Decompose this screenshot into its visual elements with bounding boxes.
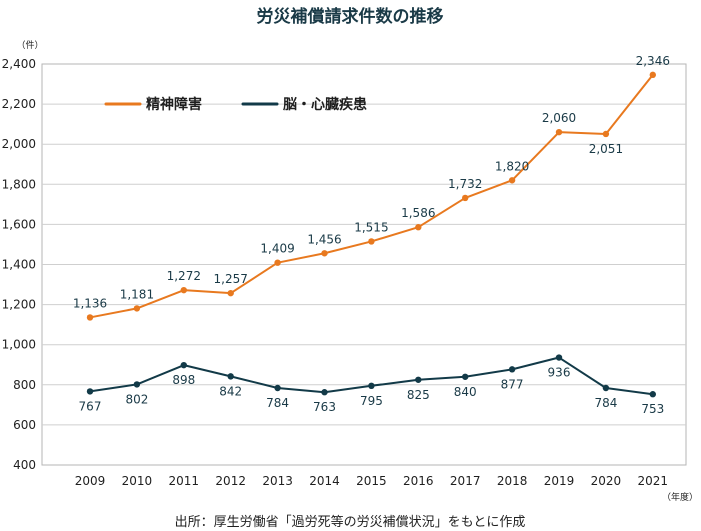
data-label: 1,586 [401,206,435,220]
data-point [274,259,281,266]
y-tick-label: 1,000 [2,338,36,352]
y-tick-label: 1,600 [2,217,36,231]
x-tick-label: 2016 [403,474,434,488]
data-point [602,384,610,392]
data-label: 877 [501,377,524,391]
data-point [555,354,563,361]
x-tick-label: 2010 [122,474,153,488]
data-label: 2,060 [542,111,576,125]
x-tick-label: 2011 [169,474,200,488]
y-tick-label: 600 [13,418,36,432]
data-point [462,373,469,380]
y-tick-label: 1,400 [2,258,36,272]
data-label: 825 [407,388,430,402]
data-point [133,381,141,388]
data-label: 1,136 [73,296,107,310]
data-label: 1,272 [167,269,201,283]
data-label: 1,409 [260,242,294,256]
data-point [649,71,656,79]
data-point [462,194,469,202]
y-tick-label: 2,000 [2,137,36,151]
data-label: 767 [79,399,102,413]
chart-title: 労災補償請求件数の推移 [257,6,444,27]
data-label: 753 [641,402,664,416]
y-tick-label: 2,200 [2,97,36,111]
x-tick-label: 2018 [497,474,528,488]
data-labels: 1,136 1,181 1,272 1,257 1,409 1,456 1,515 1,586… [73,54,670,416]
data-point [415,224,422,231]
data-label: 1,732 [448,177,482,191]
data-point [321,389,328,396]
x-tick-label: 2019 [544,474,575,488]
data-point [274,384,281,392]
y-tick-label: 400 [13,458,36,472]
data-label: 1,820 [495,159,529,173]
data-point [368,382,375,390]
data-label: 1,515 [354,220,388,234]
data-point [555,128,563,136]
legend: 精神障害 脳・心臓疾患 [104,96,367,113]
data-label: 936 [548,366,571,380]
data-label: 784 [594,396,617,410]
data-point [86,388,94,395]
data-point [227,289,234,297]
x-axis-unit: （年度） [662,491,698,503]
source-note: 出所：厚生労働省「過労死等の労災補償状況」をもとに作成 [175,514,526,530]
data-point [368,238,375,245]
x-tick-label: 2009 [75,474,106,488]
x-tick-label: 2015 [356,474,387,488]
data-point [86,314,94,321]
y-tick-label: 2,400 [2,57,36,71]
data-label: 1,181 [120,287,154,301]
data-label: 1,257 [214,272,248,286]
data-label: 842 [219,384,242,398]
data-label: 2,346 [636,54,670,68]
y-axis-unit: （件） [16,39,43,51]
x-tick-label: 2021 [638,474,669,488]
data-point [508,177,516,184]
data-point [508,366,516,373]
data-point [415,376,422,383]
data-label: 802 [125,392,148,406]
legend-label-mental: 精神障害 [146,96,202,113]
data-label: 898 [172,373,195,387]
y-tick-label: 1,800 [2,177,36,191]
legend-label-cardio: 脳・心臓疾患 [283,96,367,113]
data-point [180,361,187,369]
x-tick-label: 2020 [591,474,622,488]
axes: 400 600 800 1,000 1,200 1,400 1,600 1,800 2,000 2… [2,57,668,488]
data-label: 763 [313,400,336,414]
data-point [649,391,656,398]
x-tick-label: 2012 [215,474,246,488]
data-label: 2,051 [589,142,623,156]
data-label: 795 [360,394,383,408]
data-label: 840 [454,385,477,399]
y-tick-label: 1,200 [2,298,36,312]
x-tick-label: 2014 [309,474,340,488]
data-label: 1,456 [307,232,341,246]
data-label: 784 [266,396,289,410]
x-tick-label: 2017 [450,474,481,488]
data-point [602,130,610,138]
data-point [133,305,141,312]
y-tick-label: 800 [13,378,36,392]
data-point [180,286,187,294]
series [86,71,656,398]
data-point [321,250,328,257]
x-tick-label: 2013 [262,474,293,488]
data-point [227,373,234,380]
